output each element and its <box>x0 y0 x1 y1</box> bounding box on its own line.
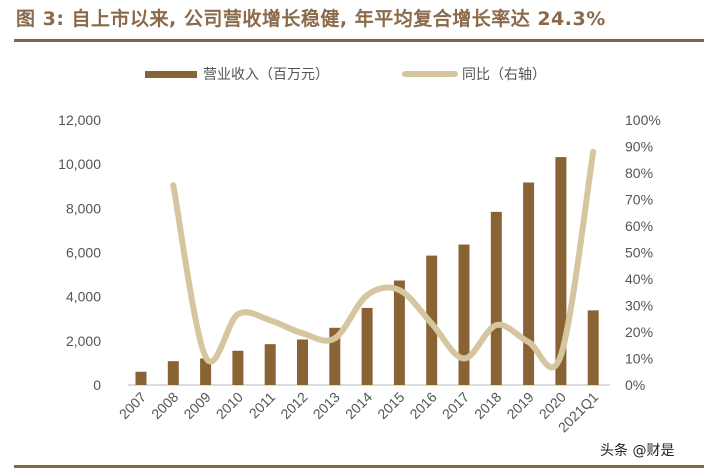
chart-title: 图 3: 自上市以来, 公司营收增长稳健, 年平均复合增长率达 24.3% <box>16 8 606 30</box>
revenue-bar <box>393 280 405 385</box>
title-rule <box>14 39 704 42</box>
right-tick-label: 0% <box>625 377 645 393</box>
right-tick-label: 80% <box>625 165 653 181</box>
right-tick-label: 30% <box>625 298 653 314</box>
revenue-bar <box>458 244 470 385</box>
revenue-bar <box>167 361 179 385</box>
revenue-bar <box>490 211 502 385</box>
x-tick-label: 2013 <box>310 389 343 422</box>
x-tick-label: 2010 <box>213 389 246 422</box>
right-axis: 0% 10% 20% 30% 40% 50% 60% 70% 80% 90% 100% <box>625 112 661 393</box>
x-tick-label: 2011 <box>246 389 279 422</box>
right-tick-label: 10% <box>625 351 653 367</box>
legend-item-revenue: 营业收入（百万元） <box>145 64 329 84</box>
revenue-bar <box>232 350 244 385</box>
legend-item-yoy: 同比（右轴） <box>402 64 546 84</box>
revenue-bar <box>200 358 212 385</box>
x-tick-label: 2018 <box>471 389 504 422</box>
left-tick-label: 2,000 <box>66 333 101 349</box>
right-tick-label: 40% <box>625 271 653 287</box>
left-tick-label: 6,000 <box>66 245 101 261</box>
left-tick-label: 4,000 <box>66 289 101 305</box>
x-tick-label: 2012 <box>277 389 310 422</box>
bottom-rule <box>14 465 704 468</box>
x-tick-label: 2014 <box>342 389 375 422</box>
yoy-line <box>170 148 597 371</box>
legend-label-revenue: 营业收入（百万元） <box>203 67 329 83</box>
revenue-bar <box>555 157 567 385</box>
right-tick-label: 70% <box>625 192 653 208</box>
x-tick-label: 2016 <box>406 389 439 422</box>
right-tick-label: 90% <box>625 139 653 155</box>
left-tick-label: 0 <box>93 377 101 393</box>
line-swatch-icon <box>402 71 458 77</box>
revenue-bar <box>135 371 147 385</box>
left-tick-label: 8,000 <box>66 200 101 216</box>
x-tick-label: 2015 <box>374 389 407 422</box>
revenue-bar <box>297 339 308 385</box>
right-tick-label: 100% <box>625 112 661 128</box>
revenue-bar <box>361 307 373 385</box>
left-tick-label: 12,000 <box>58 112 101 128</box>
right-tick-label: 50% <box>625 245 653 261</box>
x-tick-label: 2019 <box>503 389 536 422</box>
revenue-bar <box>523 182 535 385</box>
revenue-bar <box>264 344 276 385</box>
legend-label-yoy: 同比（右轴） <box>462 67 546 83</box>
left-axis: 0 2,000 4,000 6,000 8,000 10,000 12,000 <box>58 112 101 393</box>
legend: 营业收入（百万元） 同比（右轴） <box>0 64 709 84</box>
bar-swatch-icon <box>145 70 197 78</box>
revenue-bar <box>329 327 341 385</box>
x-tick-label: 2017 <box>439 389 472 422</box>
x-tick-label: 2007 <box>116 389 149 422</box>
revenue-bar <box>587 310 599 385</box>
right-tick-label: 20% <box>625 324 653 340</box>
left-tick-label: 10,000 <box>58 156 101 172</box>
watermark: 头条 @财是 <box>600 443 675 459</box>
x-tick-label: 2009 <box>180 389 213 422</box>
x-tick-label: 2008 <box>148 389 181 422</box>
right-tick-label: 60% <box>625 218 653 234</box>
